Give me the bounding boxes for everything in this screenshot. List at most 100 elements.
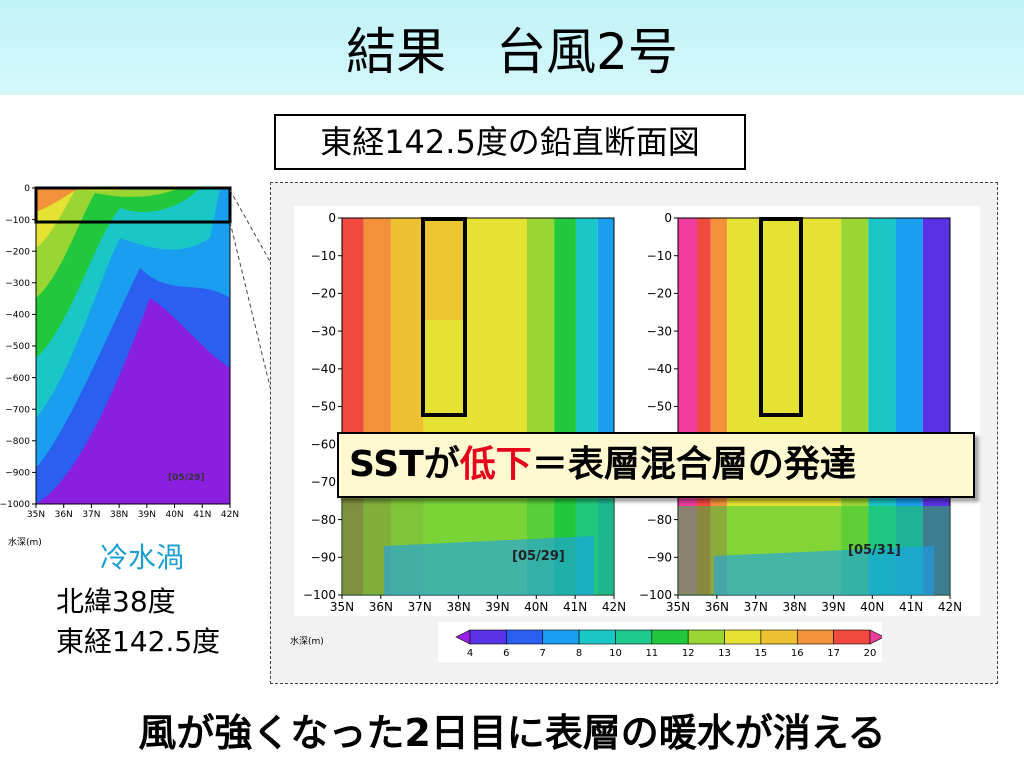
slide-title: 結果 台風2号	[346, 23, 678, 81]
cold-eddy-label: 冷水渦	[100, 541, 185, 574]
day3-xtick-label: 35N	[666, 600, 690, 614]
deep-ytick-label: −100	[5, 216, 30, 226]
day1-ytick-label: −30	[311, 324, 336, 338]
day1-ytick-label: −50	[311, 400, 336, 414]
day1-ytick-label: −90	[311, 551, 336, 565]
legend-label: 11	[645, 648, 658, 659]
legend-label: 6	[503, 648, 509, 659]
legend-label: 10	[609, 648, 622, 659]
day1-ytick-label: −40	[311, 362, 336, 376]
day3-plot-area	[677, 217, 951, 596]
legend-label: 12	[682, 648, 695, 659]
day1-xtick-label: 35N	[330, 600, 354, 614]
deep-xtick-label: 37N	[82, 510, 100, 520]
legend-label: 17	[827, 648, 840, 659]
deep-xtick-label: 36N	[55, 510, 73, 520]
longitude-label: 東経142.5度	[56, 625, 221, 658]
day3-ytick-label: −80	[647, 513, 672, 527]
callout-suffix: ＝表層混合層の発達	[531, 444, 856, 485]
deep-section-chart: 0 −100 −200 −300 −400 −500 −600 −700 −800 −900 −10…	[0, 184, 239, 520]
day3-date-label: [05/31]	[848, 543, 901, 558]
legend-label: 16	[791, 648, 804, 659]
day3-band	[697, 218, 711, 595]
upper-sections-chart: 0 −10 −20 −30 −40 −50 −60 −70 −80 −90 −10 0 35N 36N 37…	[303, 211, 962, 614]
day1-plot-area	[341, 217, 615, 596]
day1-ytick-label: 0	[328, 211, 336, 225]
deep-ytick-label: −500	[5, 342, 30, 352]
connector-top	[229, 189, 273, 266]
deep-ytick-label: −600	[5, 374, 30, 384]
day3-ytick-label: −20	[647, 287, 672, 301]
deep-ytick-label: 0	[24, 184, 30, 194]
deep-date-label: [05/29]	[168, 473, 205, 483]
day1-xtick-label: 41N	[563, 600, 587, 614]
legend-swatch	[578, 629, 616, 645]
legend-swatch	[506, 629, 544, 645]
day3-ytick-label: −30	[647, 324, 672, 338]
day3-xtick-label: 39N	[821, 600, 845, 614]
day3-xtick-label: 36N	[705, 600, 729, 614]
title-bar	[0, 0, 1024, 95]
day1-date-label: [05/29]	[512, 549, 565, 564]
day3-ytick-label: −90	[647, 551, 672, 565]
deep-ytick-label: −1000	[0, 500, 30, 510]
conclusion-text: 風が強くなった2日目に表層の暖水が消える	[138, 711, 886, 755]
deep-ytick-label: −800	[5, 437, 30, 447]
day1-warm-water	[424, 220, 464, 320]
legend-label: 4	[467, 648, 473, 659]
day1-xtick-label: 42N	[602, 600, 626, 614]
deep-temperature-layer	[36, 188, 180, 298]
deep-xtick-label: 41N	[193, 510, 211, 520]
legend-swatch	[542, 629, 580, 645]
deep-plot-area	[35, 187, 231, 505]
day3-ytick-label: −10	[647, 249, 672, 263]
deep-temperature-layer	[36, 188, 140, 248]
highlight-box-day3	[759, 217, 803, 417]
legend-swatch	[833, 629, 871, 645]
day1-ytick-label: −60	[311, 437, 336, 451]
legend-label: 13	[718, 648, 731, 659]
legend-swatch	[687, 629, 725, 645]
deep-xtick-label: 39N	[138, 510, 156, 520]
deep-ytick-label: −900	[5, 469, 30, 479]
deep-temperature-layer	[36, 188, 80, 212]
deep-ylabel: 水深(m)	[8, 538, 42, 548]
day1-ytick-label: −10	[311, 249, 336, 263]
legend-arrow-low	[455, 629, 471, 645]
deep-xtick-label: 35N	[27, 510, 45, 520]
highlight-box-surface	[34, 186, 232, 224]
deep-xtick-label: 38N	[110, 510, 128, 520]
legend-swatch	[796, 629, 834, 645]
legend-swatch	[651, 629, 689, 645]
highlight-box-day1	[421, 217, 467, 417]
deep-ytick-label: −200	[5, 247, 30, 257]
day3-xtick-label: 40N	[860, 600, 884, 614]
deep-temperature-layer	[36, 188, 200, 358]
legend-label: 15	[755, 648, 768, 659]
day3-ytick-label: 0	[664, 211, 672, 225]
deep-xtick-label: 42N	[221, 510, 239, 520]
day3-ytick-label: −50	[647, 400, 672, 414]
callout-prefix: SSTが	[349, 444, 460, 485]
day3-xtick-label: 38N	[782, 600, 806, 614]
legend-label: 7	[540, 648, 546, 659]
day1-xtick-label: 38N	[446, 600, 470, 614]
day1-xtick-label: 36N	[369, 600, 393, 614]
upper-ylabel: 水深(m)	[290, 637, 324, 647]
day3-xtick-label: 37N	[744, 600, 768, 614]
legend-label: 20	[864, 648, 877, 659]
day1-xtick-label: 37N	[408, 600, 432, 614]
deep-xtick-label: 40N	[165, 510, 183, 520]
day1-ytick-label: −70	[311, 475, 336, 489]
legend-swatch	[724, 629, 762, 645]
day1-ytick-label: −20	[311, 287, 336, 301]
sst-callout: SSTが低下＝表層混合層の発達	[337, 432, 975, 498]
day1-deep-layer	[384, 536, 594, 595]
legend-swatch	[469, 629, 507, 645]
legend-swatch	[760, 629, 798, 645]
deep-ytick-label: −400	[5, 311, 30, 321]
day3-ytick-label: −40	[647, 362, 672, 376]
color-legend: 4 6 7 8 10 11 12 13 15 16 17 20	[455, 629, 882, 659]
day3-band	[678, 218, 698, 595]
